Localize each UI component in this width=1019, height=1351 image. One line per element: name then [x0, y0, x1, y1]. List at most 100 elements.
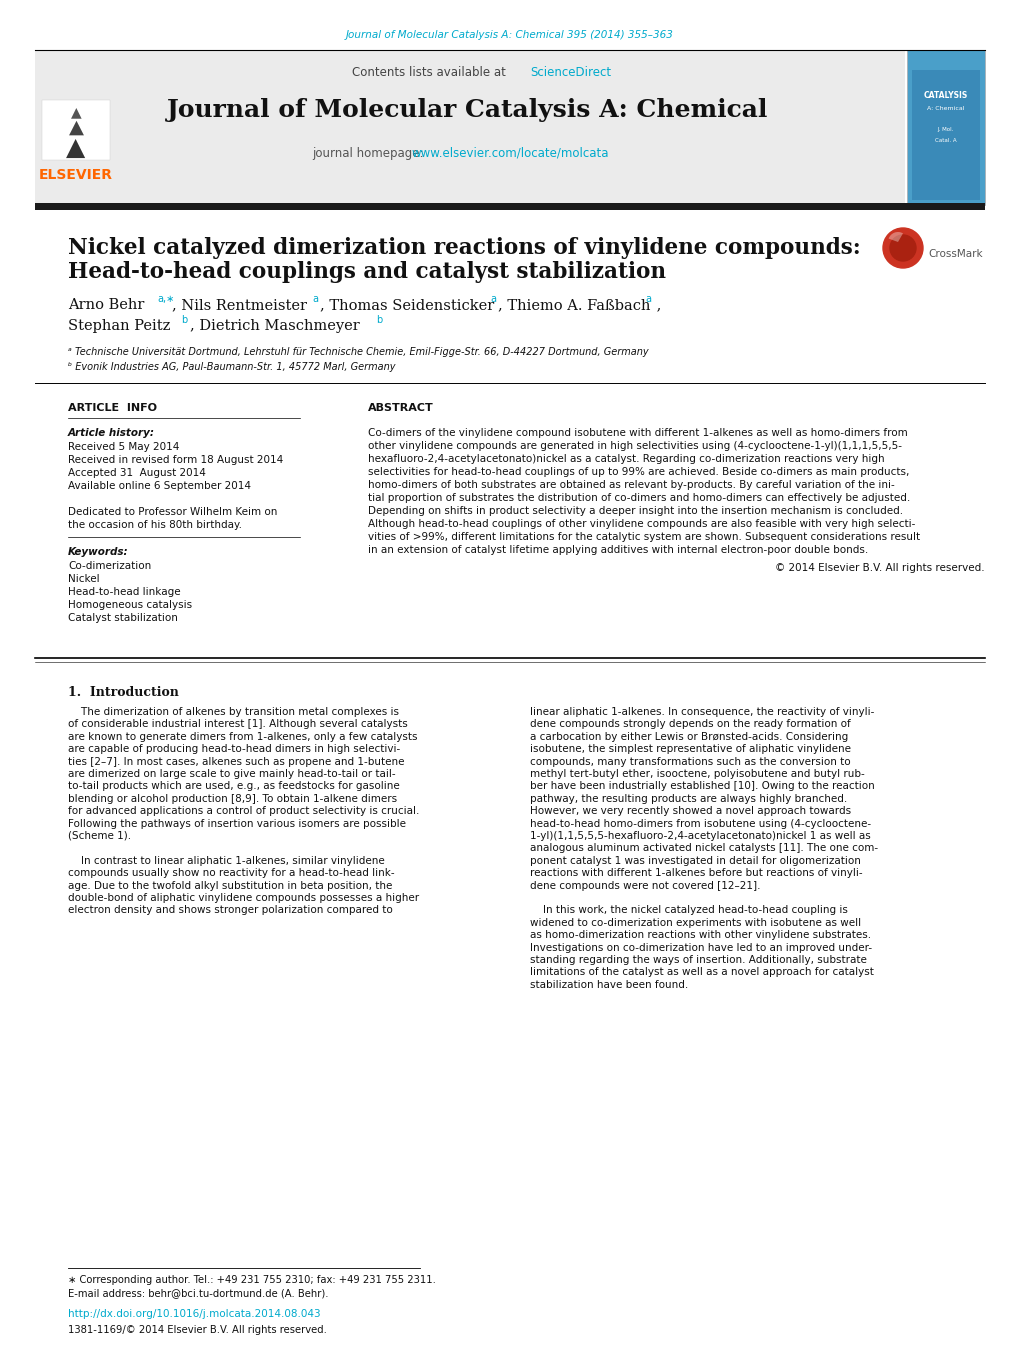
Text: reactions with different 1-alkenes before but reactions of vinyli-: reactions with different 1-alkenes befor…: [530, 869, 862, 878]
Text: (Scheme 1).: (Scheme 1).: [68, 831, 131, 842]
Text: Although head-to-head couplings of other vinylidene compounds are also feasible : Although head-to-head couplings of other…: [368, 519, 914, 530]
Text: b: b: [180, 315, 187, 326]
Text: double-bond of aliphatic vinylidene compounds possesses a higher: double-bond of aliphatic vinylidene comp…: [68, 893, 419, 902]
Text: dene compounds were not covered [12–21].: dene compounds were not covered [12–21].: [530, 881, 760, 890]
Circle shape: [882, 228, 922, 267]
Text: homo-dimers of both substrates are obtained as relevant by-products. By careful : homo-dimers of both substrates are obtai…: [368, 480, 894, 490]
Text: isobutene, the simplest representative of aliphatic vinylidene: isobutene, the simplest representative o…: [530, 744, 850, 754]
Text: Nickel: Nickel: [68, 574, 100, 584]
Bar: [906, 50, 984, 205]
Text: Dedicated to Professor Wilhelm Keim on: Dedicated to Professor Wilhelm Keim on: [68, 507, 277, 517]
Text: a: a: [489, 295, 495, 304]
Text: ᵃ Technische Universität Dortmund, Lehrstuhl für Technische Chemie, Emil-Figge-S: ᵃ Technische Universität Dortmund, Lehrs…: [68, 347, 648, 357]
Text: Journal of Molecular Catalysis A: Chemical 395 (2014) 355–363: Journal of Molecular Catalysis A: Chemic…: [345, 30, 674, 41]
Text: Accepted 31  August 2014: Accepted 31 August 2014: [68, 467, 206, 478]
Text: ▲: ▲: [66, 136, 86, 159]
Text: ∗ Corresponding author. Tel.: +49 231 755 2310; fax: +49 231 755 2311.: ∗ Corresponding author. Tel.: +49 231 75…: [68, 1275, 435, 1285]
Text: ,: ,: [651, 299, 660, 312]
Text: age. Due to the twofold alkyl substitution in beta position, the: age. Due to the twofold alkyl substituti…: [68, 881, 392, 890]
Text: a: a: [312, 295, 318, 304]
Text: CrossMark: CrossMark: [927, 249, 981, 259]
Text: Contents lists available at: Contents lists available at: [352, 66, 510, 80]
Text: vities of >99%, different limitations for the catalytic system are shown. Subseq: vities of >99%, different limitations fo…: [368, 532, 919, 542]
Text: Received in revised form 18 August 2014: Received in revised form 18 August 2014: [68, 455, 283, 465]
Text: ARTICLE  INFO: ARTICLE INFO: [68, 403, 157, 413]
Text: ᵇ Evonik Industries AG, Paul-Baumann-Str. 1, 45772 Marl, Germany: ᵇ Evonik Industries AG, Paul-Baumann-Str…: [68, 362, 395, 372]
Text: , Thomas Seidensticker: , Thomas Seidensticker: [320, 299, 494, 312]
Text: a: a: [644, 295, 650, 304]
Text: Catal. A: Catal. A: [934, 138, 956, 142]
Text: to-tail products which are used, e.g., as feedstocks for gasoline: to-tail products which are used, e.g., a…: [68, 781, 399, 792]
Text: ELSEVIER: ELSEVIER: [39, 168, 113, 182]
Text: J. Mol.: J. Mol.: [936, 127, 953, 132]
Text: Catalyst stabilization: Catalyst stabilization: [68, 613, 177, 623]
Text: Following the pathways of insertion various isomers are possible: Following the pathways of insertion vari…: [68, 819, 406, 828]
Text: Keywords:: Keywords:: [68, 547, 128, 557]
Text: 1-yl)(1,1,5,5,5-hexafluoro-2,4-acetylacetonato)nickel 1 as well as: 1-yl)(1,1,5,5,5-hexafluoro-2,4-acetylace…: [530, 831, 870, 842]
Text: © 2014 Elsevier B.V. All rights reserved.: © 2014 Elsevier B.V. All rights reserved…: [774, 563, 984, 573]
Text: ▲: ▲: [68, 118, 84, 136]
Text: Article history:: Article history:: [68, 428, 155, 438]
Text: a carbocation by either Lewis or Brønsted-acids. Considering: a carbocation by either Lewis or Brønste…: [530, 732, 848, 742]
Text: analogous aluminum activated nickel catalysts [11]. The one com-: analogous aluminum activated nickel cata…: [530, 843, 877, 854]
Text: Journal of Molecular Catalysis A: Chemical: Journal of Molecular Catalysis A: Chemic…: [167, 99, 768, 122]
Text: ABSTRACT: ABSTRACT: [368, 403, 433, 413]
Text: E-mail address: behr@bci.tu-dortmund.de (A. Behr).: E-mail address: behr@bci.tu-dortmund.de …: [68, 1288, 328, 1298]
Text: dene compounds strongly depends on the ready formation of: dene compounds strongly depends on the r…: [530, 719, 850, 730]
Text: Head-to-head linkage: Head-to-head linkage: [68, 586, 180, 597]
Text: head-to-head homo-dimers from isobutene using (4-cyclooctene-: head-to-head homo-dimers from isobutene …: [530, 819, 870, 828]
Text: compounds, many transformations such as the conversion to: compounds, many transformations such as …: [530, 757, 850, 766]
Text: http://dx.doi.org/10.1016/j.molcata.2014.08.043: http://dx.doi.org/10.1016/j.molcata.2014…: [68, 1309, 320, 1319]
Text: www.elsevier.com/locate/molcata: www.elsevier.com/locate/molcata: [412, 146, 609, 159]
Text: for advanced applications a control of product selectivity is crucial.: for advanced applications a control of p…: [68, 807, 419, 816]
Text: as homo-dimerization reactions with other vinylidene substrates.: as homo-dimerization reactions with othe…: [530, 931, 870, 940]
Wedge shape: [888, 232, 902, 242]
Text: other vinylidene compounds are generated in high selectivities using (4-cyclooct: other vinylidene compounds are generated…: [368, 440, 901, 451]
Text: hexafluoro-2,4-acetylacetonato)nickel as a catalyst. Regarding co-dimerization r: hexafluoro-2,4-acetylacetonato)nickel as…: [368, 454, 883, 463]
Text: ScienceDirect: ScienceDirect: [530, 66, 610, 80]
Text: a,∗: a,∗: [157, 295, 174, 304]
Bar: [911, 70, 979, 200]
Text: linear aliphatic 1-alkenes. In consequence, the reactivity of vinyli-: linear aliphatic 1-alkenes. In consequen…: [530, 707, 873, 717]
Text: Investigations on co-dimerization have led to an improved under-: Investigations on co-dimerization have l…: [530, 943, 871, 952]
Text: are capable of producing head-to-head dimers in high selectivi-: are capable of producing head-to-head di…: [68, 744, 399, 754]
Text: stabilization have been found.: stabilization have been found.: [530, 979, 688, 990]
Text: journal homepage:: journal homepage:: [312, 146, 423, 159]
Text: CATALYSIS: CATALYSIS: [923, 91, 967, 100]
Text: Available online 6 September 2014: Available online 6 September 2014: [68, 481, 251, 490]
Text: Head-to-head couplings and catalyst stabilization: Head-to-head couplings and catalyst stab…: [68, 261, 665, 282]
Bar: [42, 100, 110, 159]
Text: , Nils Rentmeister: , Nils Rentmeister: [172, 299, 307, 312]
Text: of considerable industrial interest [1]. Although several catalysts: of considerable industrial interest [1].…: [68, 719, 408, 730]
Text: limitations of the catalyst as well as a novel approach for catalyst: limitations of the catalyst as well as a…: [530, 967, 873, 977]
Text: Co-dimerization: Co-dimerization: [68, 561, 151, 571]
Text: 1.  Introduction: 1. Introduction: [68, 685, 178, 698]
Text: are known to generate dimers from 1-alkenes, only a few catalysts: are known to generate dimers from 1-alke…: [68, 732, 417, 742]
Text: electron density and shows stronger polarization compared to: electron density and shows stronger pola…: [68, 905, 392, 916]
Text: Arno Behr: Arno Behr: [68, 299, 145, 312]
Text: ▲: ▲: [70, 105, 82, 119]
Text: 1381-1169/© 2014 Elsevier B.V. All rights reserved.: 1381-1169/© 2014 Elsevier B.V. All right…: [68, 1325, 326, 1335]
Circle shape: [890, 235, 915, 261]
Text: blending or alcohol production [8,9]. To obtain 1-alkene dimers: blending or alcohol production [8,9]. To…: [68, 794, 396, 804]
Text: , Dietrich Maschmeyer: , Dietrich Maschmeyer: [190, 319, 360, 332]
Text: pathway, the resulting products are always highly branched.: pathway, the resulting products are alwa…: [530, 794, 847, 804]
Text: tial proportion of substrates the distribution of co-dimers and homo-dimers can : tial proportion of substrates the distri…: [368, 493, 909, 503]
Bar: [35, 203, 984, 209]
Text: In this work, the nickel catalyzed head-to-head coupling is: In this work, the nickel catalyzed head-…: [530, 905, 847, 916]
Text: A: Chemical: A: Chemical: [926, 105, 964, 111]
Text: ties [2–7]. In most cases, alkenes such as propene and 1-butene: ties [2–7]. In most cases, alkenes such …: [68, 757, 405, 766]
Bar: [35, 50, 904, 205]
Text: Received 5 May 2014: Received 5 May 2014: [68, 442, 179, 453]
Text: are dimerized on large scale to give mainly head-to-tail or tail-: are dimerized on large scale to give mai…: [68, 769, 395, 780]
Text: The dimerization of alkenes by transition metal complexes is: The dimerization of alkenes by transitio…: [68, 707, 398, 717]
Text: Stephan Peitz: Stephan Peitz: [68, 319, 170, 332]
Text: ber have been industrially established [10]. Owing to the reaction: ber have been industrially established […: [530, 781, 874, 792]
Text: In contrast to linear aliphatic 1-alkenes, similar vinylidene: In contrast to linear aliphatic 1-alkene…: [68, 855, 384, 866]
Text: compounds usually show no reactivity for a head-to-head link-: compounds usually show no reactivity for…: [68, 869, 394, 878]
Text: However, we very recently showed a novel approach towards: However, we very recently showed a novel…: [530, 807, 850, 816]
Text: ponent catalyst 1 was investigated in detail for oligomerization: ponent catalyst 1 was investigated in de…: [530, 855, 860, 866]
Text: Depending on shifts in product selectivity a deeper insight into the insertion m: Depending on shifts in product selectivi…: [368, 507, 902, 516]
Text: the occasion of his 80th birthday.: the occasion of his 80th birthday.: [68, 520, 242, 530]
Text: Homogeneous catalysis: Homogeneous catalysis: [68, 600, 192, 611]
